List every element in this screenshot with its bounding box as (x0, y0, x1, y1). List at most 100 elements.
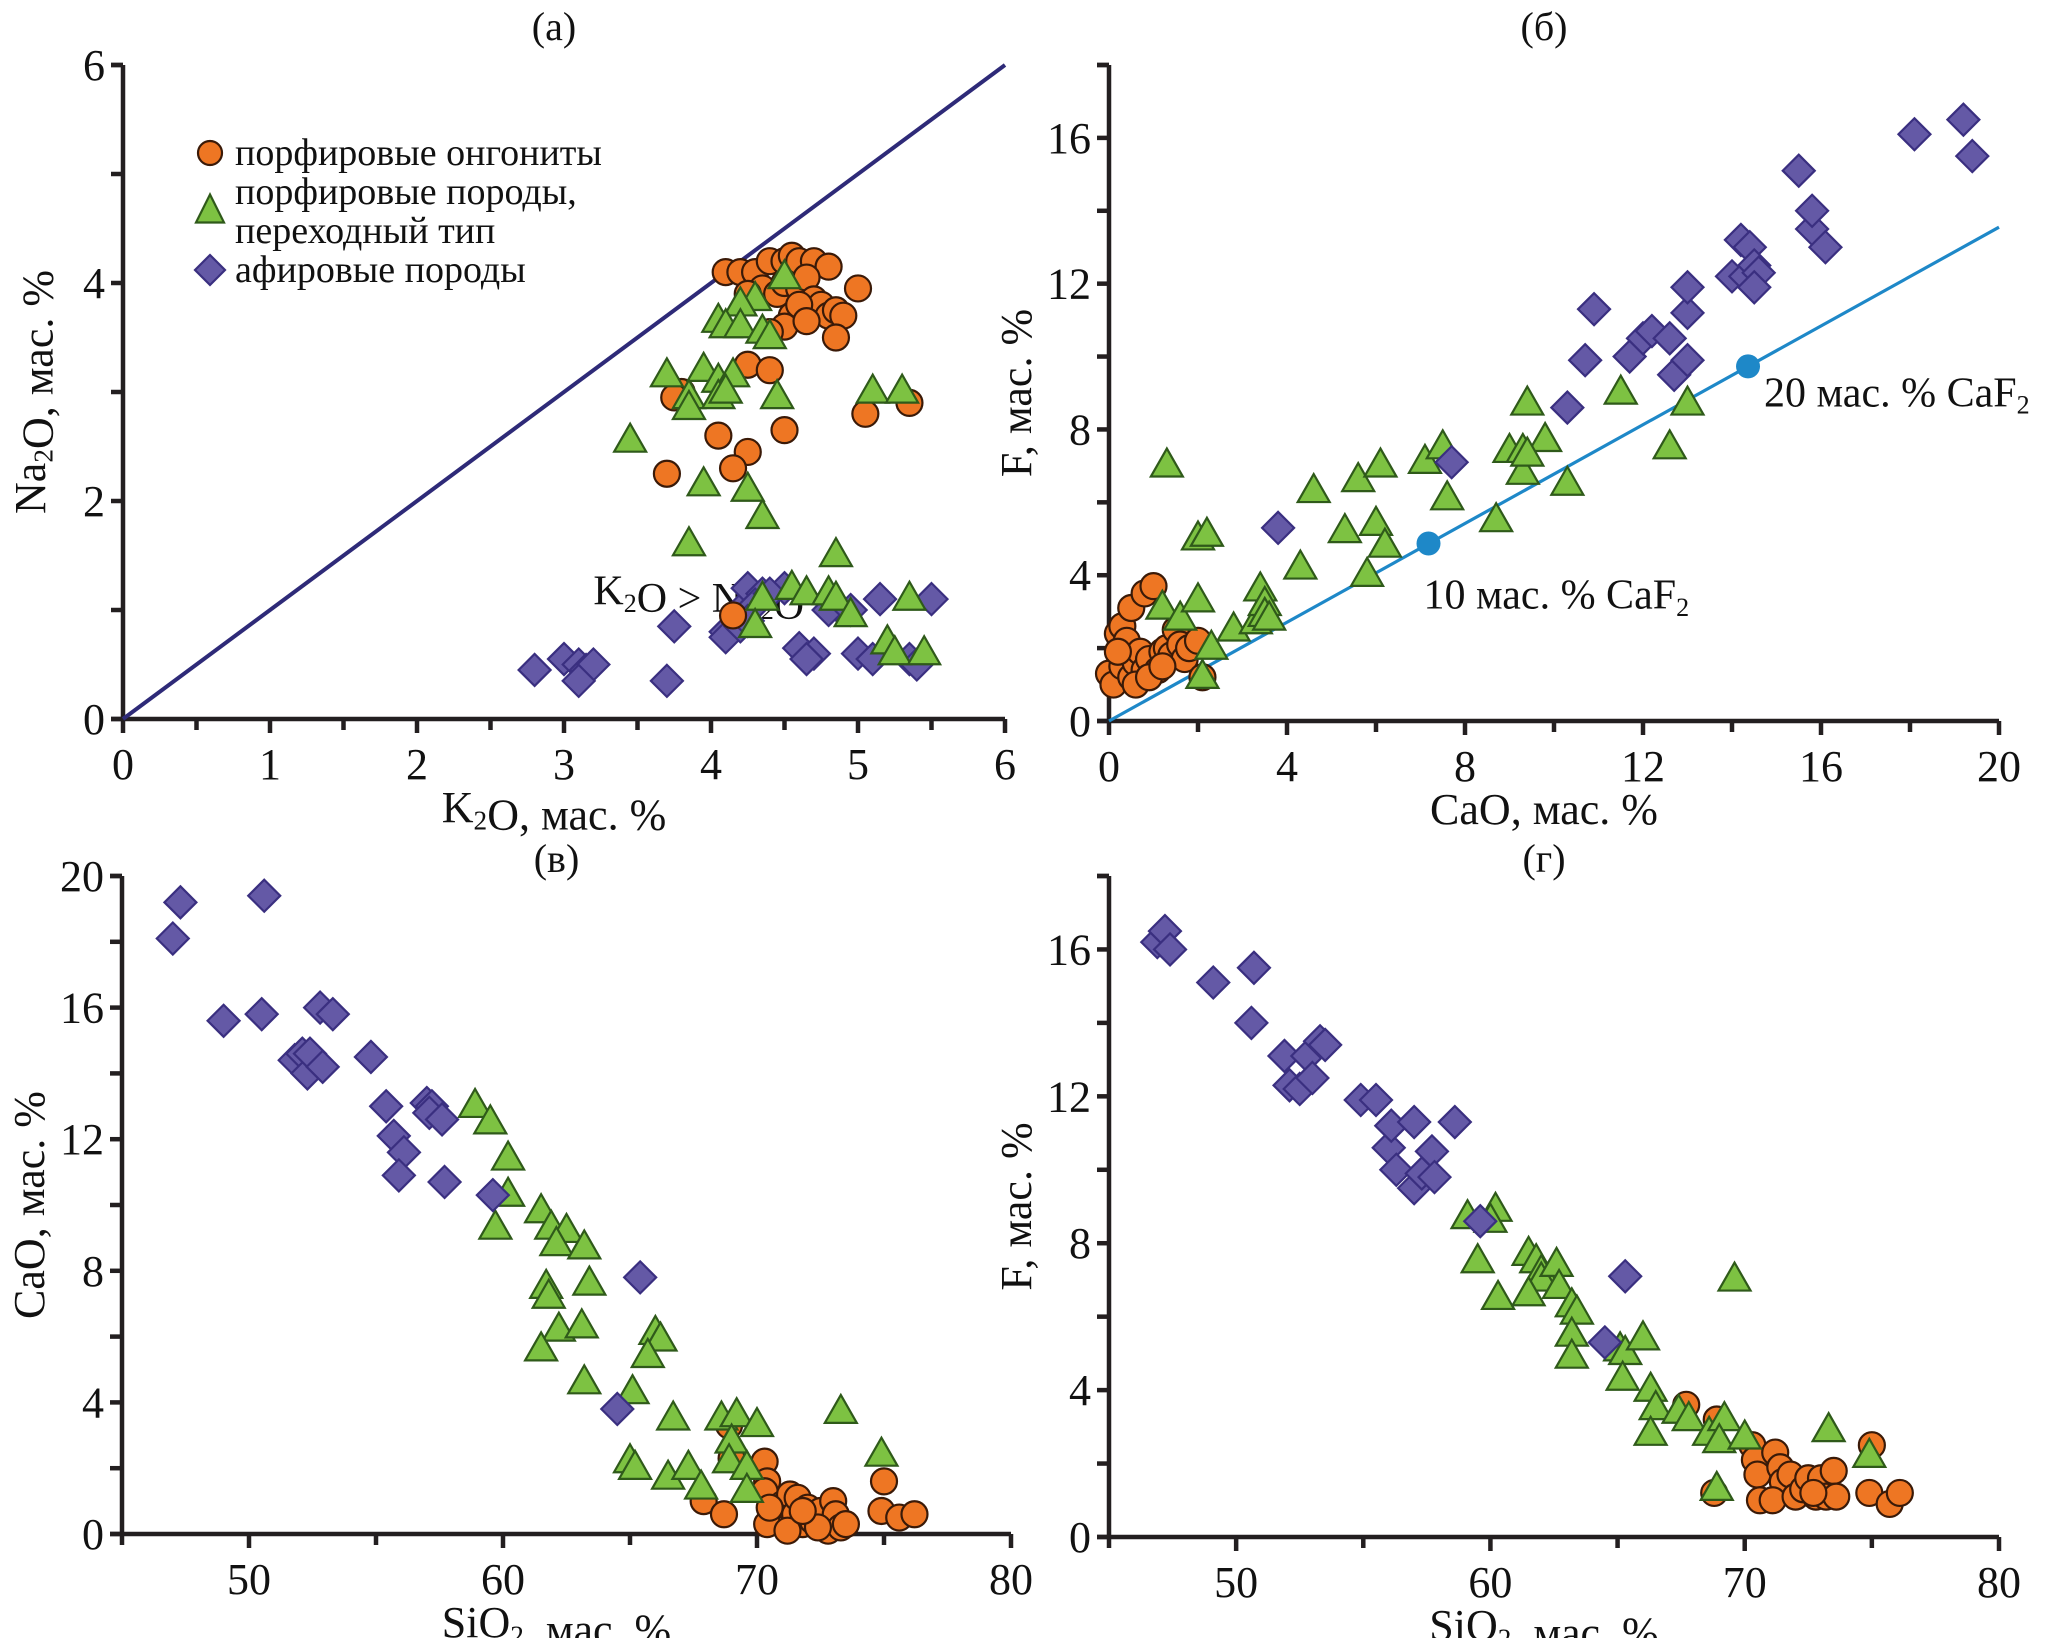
data-point-transitional (1367, 526, 1403, 558)
x-tick-label: 0 (1098, 742, 1120, 791)
data-point-transitional (655, 1399, 692, 1431)
data-point-transitional (649, 356, 685, 388)
data-point-transitional (744, 579, 781, 611)
data-point-aphyric (862, 581, 898, 617)
data-point-ongonite (704, 421, 733, 450)
data-point-transitional (722, 307, 759, 339)
data-point-transitional (1509, 384, 1546, 416)
legend-label: порфировые породы, (235, 171, 577, 213)
data-point-transitional (1358, 504, 1394, 536)
data-point-transitional (818, 535, 854, 568)
data-point-aphyric (1236, 950, 1272, 986)
x-tick-label: 70 (735, 1555, 779, 1604)
data-point-ongonite (788, 1496, 817, 1526)
x-tick-label: 6 (994, 740, 1016, 789)
y-tick-label: 12 (60, 1115, 104, 1164)
panel-v: (в) 50 60 70 80 0 4 8 12 16 20 SiO2, мас. % CaO, мас… (5, 836, 1033, 1638)
data-point-ongonite (792, 307, 821, 336)
data-point-transitional (1193, 628, 1230, 660)
data-point-ongonite (718, 454, 748, 483)
diamond-icon (193, 253, 227, 287)
data-point-aphyric (1567, 342, 1603, 378)
x-tick-label: 70 (1723, 1558, 1767, 1607)
y-tick-label: 12 (1047, 260, 1091, 309)
data-point-transitional (832, 595, 869, 628)
x-tick-label: 60 (1468, 1558, 1512, 1607)
data-point-transitional (1480, 1278, 1516, 1311)
data-point-ongonite (709, 1500, 739, 1529)
data-point-transitional (1625, 1319, 1661, 1351)
data-point-aphyric (622, 1259, 658, 1295)
data-point-transitional (863, 1435, 900, 1467)
data-point-aphyric (788, 641, 825, 677)
panel-g: (г) 50 60 70 80 0 4 8 12 16 SiO2, мас. % F, мас. % (992, 836, 2021, 1638)
x-tick-label: 50 (227, 1555, 271, 1604)
data-point-transitional (1604, 1359, 1641, 1391)
y-tick-label: 8 (82, 1247, 104, 1296)
caf2-label: 10 мас. % CaF2 (1424, 573, 1690, 622)
data-point-aphyric (1152, 931, 1188, 968)
x-tick-label: 2 (406, 740, 428, 789)
series-aphyric (155, 878, 658, 1427)
data-point-aphyric (1396, 1104, 1432, 1140)
x-tick-label: 1 (259, 740, 281, 789)
data-point-aphyric (1358, 1082, 1394, 1118)
legend-label: переходный тип (235, 210, 495, 252)
data-point-transitional (1541, 1267, 1577, 1300)
reference-line (1108, 225, 2000, 723)
data-point-aphyric (315, 996, 351, 1032)
data-point-aphyric (1669, 269, 1706, 305)
series-ongonite (689, 1411, 929, 1545)
data-point-ongonite (821, 323, 851, 352)
data-point-aphyric (1896, 116, 1933, 152)
data-point-transitional (1637, 1388, 1674, 1421)
data-point-transitional (538, 1224, 575, 1257)
data-point-ongonite (770, 416, 799, 445)
data-point-aphyric (1437, 1104, 1473, 1140)
data-point-transitional (906, 634, 943, 666)
data-point-aphyric (353, 1039, 389, 1075)
series-transitional (1144, 373, 1706, 690)
data-point-ongonite (814, 252, 843, 281)
data-point-transitional (876, 634, 913, 666)
legend-marker-triangle (194, 192, 226, 224)
data-point-aphyric (381, 1157, 417, 1193)
data-point-transitional (1632, 1414, 1669, 1446)
y-tick-label: 20 (60, 852, 104, 901)
data-point-aphyric (1416, 1159, 1453, 1195)
caf2-point (1416, 531, 1441, 556)
data-point-transitional (884, 372, 920, 404)
data-point-aphyric (475, 1177, 511, 1213)
y-tick-label: 0 (82, 1510, 104, 1559)
data-point-aphyric (1294, 1060, 1330, 1096)
y-tick-label: 4 (1069, 1366, 1091, 1415)
data-point-aphyric (1607, 1258, 1643, 1294)
x-tick-label: 16 (1799, 742, 1843, 791)
data-point-aphyric (1794, 193, 1830, 229)
panel-b: (б) 0 4 8 12 16 20 0 4 8 12 16 CaO, мас. % F, мас. % 1… (992, 4, 2030, 834)
panel-title: (в) (534, 836, 580, 881)
data-point-aphyric (1576, 291, 1612, 327)
data-point-aphyric (1549, 390, 1585, 426)
legend-marker-diamond (193, 253, 227, 287)
data-point-transitional (614, 1372, 651, 1405)
caf2-point (1736, 354, 1761, 379)
data-point-aphyric (244, 996, 280, 1032)
panel-title: (б) (1521, 4, 1568, 49)
data-point-ongonite (900, 1500, 929, 1529)
data-point-aphyric (1233, 1005, 1269, 1041)
data-point-transitional (1670, 1399, 1707, 1432)
data-point-transitional (1558, 1293, 1595, 1325)
data-point-ongonite (843, 274, 873, 303)
data-point-aphyric (656, 608, 692, 644)
data-point-ongonite (718, 601, 748, 630)
legend-label: афировые породы (235, 249, 526, 291)
data-point-transitional (1162, 599, 1199, 631)
data-point-aphyric (206, 1003, 242, 1039)
data-point-transitional (766, 257, 803, 290)
data-point-transitional (685, 465, 722, 497)
data-point-transitional (1459, 1242, 1496, 1274)
data-point-aphyric (561, 663, 597, 699)
data-point-transitional (472, 1103, 509, 1135)
data-point-transitional (744, 497, 781, 530)
